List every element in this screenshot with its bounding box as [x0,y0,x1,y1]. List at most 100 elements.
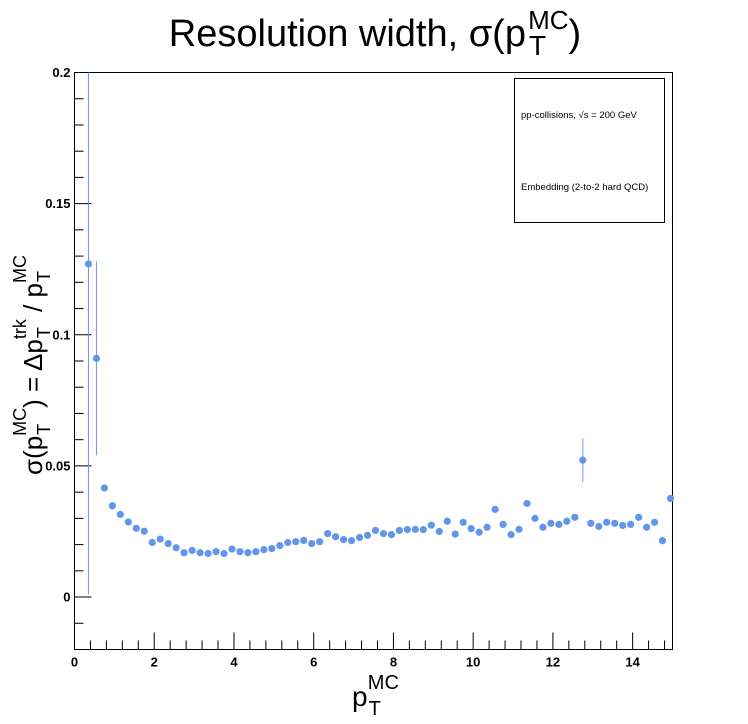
data-points [84,72,675,595]
x-tick-label: 10 [466,655,480,670]
data-point [499,520,507,528]
y-axis-label-sup-mc2: MC [10,255,30,283]
y-axis-label-sub-t3: T [34,271,54,282]
data-point [188,546,196,554]
data-point [164,539,172,548]
x-tick-label: 14 [625,655,640,670]
x-axis-label-p: p [352,681,368,712]
data-point [379,529,388,538]
data-point [236,548,244,556]
y-axis-label-sup-trk: trk [10,318,30,339]
x-tick-label: 0 [71,655,78,670]
data-point [531,514,539,522]
y-axis-label: σ(pTMC) = ΔpTtrk / pTMC [10,255,54,475]
data-point [587,519,595,527]
data-point [642,523,651,531]
data-point [355,533,364,542]
data-point [347,537,356,545]
data-point [220,549,228,558]
x-tick-label: 4 [230,655,238,670]
data-point [172,544,180,552]
data-point [260,545,268,554]
x-tick-label: 8 [390,655,397,670]
data-point [595,522,603,531]
data-point [292,538,300,546]
data-point [284,538,292,547]
data-point [140,527,148,535]
data-point [92,354,101,362]
data-point [228,545,236,553]
data-point [363,531,372,540]
legend: pp-collisions, √s = 200 GeV Embedding (2… [514,78,665,223]
y-axis-label-sub-t2: T [34,327,54,338]
data-point [523,499,531,508]
data-point [467,524,475,533]
data-point [666,494,675,503]
data-point [515,525,523,533]
y-axis-label-eq: ) = Δp [18,339,48,408]
chart-title: Resolution width, σ(p TMC) [169,5,581,61]
data-point [443,517,451,525]
data-point [156,535,164,543]
data-point [300,536,308,544]
data-point [563,517,571,525]
data-point [411,525,419,533]
data-point [603,518,611,526]
data-point [459,518,467,526]
data-point [507,531,515,539]
data-point [387,531,396,539]
data-point [627,520,635,528]
data-point [571,513,579,521]
data-point [650,518,659,526]
data-point [276,542,284,550]
chart-title-close: ) [569,13,582,55]
data-point [84,260,93,268]
data-point [395,526,404,535]
y-axis-label-sup-mc1: MC [10,408,30,436]
axis-ticks [74,72,666,650]
data-point [371,526,380,535]
data-point [196,549,204,557]
data-point [100,484,108,492]
data-point [148,538,156,547]
data-point [579,456,587,464]
chart-title-main: Resolution width, σ(p [169,13,526,55]
data-point [451,530,459,538]
data-point [403,526,411,534]
data-point [611,519,619,527]
data-point [340,536,348,544]
y-tick-label: 0.1 [52,327,70,342]
chart-title-sub-t: T [529,30,546,61]
data-point [124,518,132,526]
data-point [132,524,140,532]
data-point [268,544,276,553]
data-point [483,523,491,531]
data-point [555,520,563,528]
legend-entry-embedding: Embedding (2-to-2 hard QCD) [521,182,648,193]
chart-title-sup-mc: MC [528,5,568,35]
y-tick-label: 0.15 [45,196,70,211]
y-tick-label: 0.2 [52,65,70,80]
data-point [116,510,124,519]
y-axis-label-sub-t1: T [34,424,54,435]
legend-box [514,78,665,223]
data-point [108,502,116,510]
x-tick-label: 12 [546,655,560,670]
data-point [539,523,547,531]
data-point [308,539,316,548]
data-point [547,519,555,527]
data-point [427,521,435,529]
x-axis-label-sup-mc: MC [368,672,399,694]
data-point [324,529,332,538]
legend-entry-collisions: pp-collisions, √s = 200 GeV [521,110,638,121]
data-point [635,513,643,521]
data-point [244,549,252,557]
data-point [180,549,188,557]
data-point [619,521,627,530]
data-point [204,549,212,558]
data-point [658,537,667,545]
data-point [332,533,340,541]
data-point [212,548,220,556]
data-point [435,527,443,536]
data-point [491,505,499,514]
